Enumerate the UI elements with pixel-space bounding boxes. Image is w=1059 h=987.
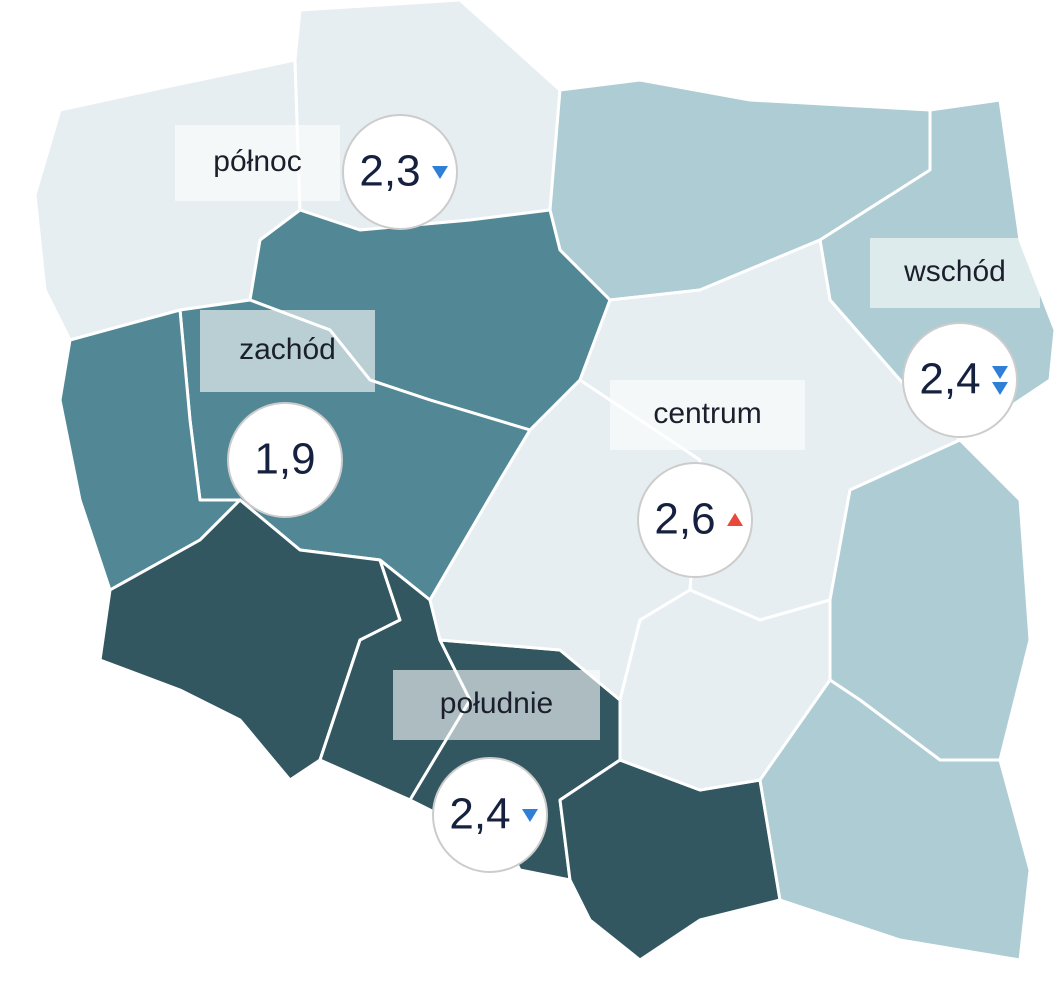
label-box: [393, 670, 600, 740]
labels: północ 2,3 zachód 1,9 wschód 2,4 centrum 2,6 poł…: [175, 114, 1040, 873]
region-label: wschód: [903, 255, 1006, 288]
label-box: [200, 310, 375, 392]
value-badge: [902, 322, 1018, 438]
label-box: [610, 380, 805, 450]
trend-arrow: [992, 366, 1008, 379]
region-shape: [758, 678, 1032, 962]
label-box: [870, 238, 1040, 308]
value-badge: [227, 402, 343, 518]
region-value: 1,9: [254, 435, 315, 484]
label-box: [175, 125, 340, 201]
value-badge: [342, 114, 458, 230]
region-shape: [558, 758, 782, 962]
region-label: zachód: [239, 333, 336, 366]
region-value: 2,4: [449, 790, 510, 839]
region-value: 2,4: [919, 355, 980, 404]
trend-arrow: [432, 166, 448, 179]
region-label: centrum: [653, 397, 761, 430]
region-value: 2,6: [654, 495, 715, 544]
value-badge: [637, 462, 753, 578]
trend-arrow: [522, 809, 538, 822]
region-label: południe: [440, 687, 553, 720]
region-value: 2,3: [359, 147, 420, 196]
trend-arrow: [992, 382, 1008, 395]
region-label: północ: [213, 145, 301, 178]
trend-arrow: [727, 513, 743, 526]
value-badge: [432, 757, 548, 873]
